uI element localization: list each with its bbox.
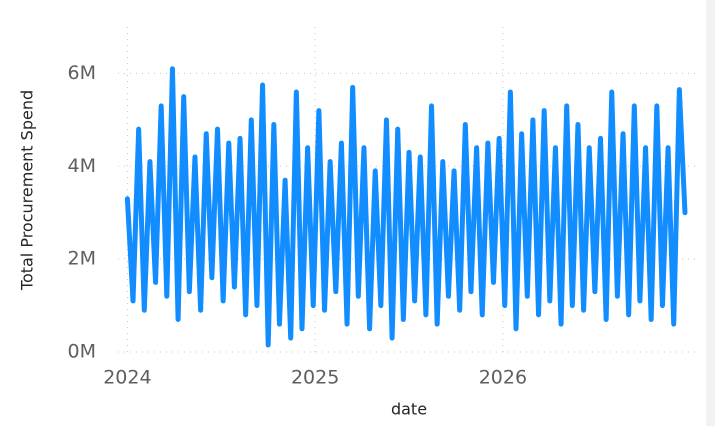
y-tick-label: 6M [68, 62, 96, 84]
data-line [124, 66, 688, 348]
y-tick-label: 2M [68, 248, 96, 270]
y-tick-label: 4M [68, 155, 96, 177]
x-tick-label: 2025 [291, 367, 339, 389]
y-axis-title: Total Procurement Spend [18, 90, 37, 291]
side-border [706, 0, 715, 426]
x-axis-title: date [391, 400, 427, 419]
x-tick-label: 2026 [479, 367, 527, 389]
y-tick-label: 0M [68, 341, 96, 363]
x-tick-label: 2024 [103, 367, 151, 389]
